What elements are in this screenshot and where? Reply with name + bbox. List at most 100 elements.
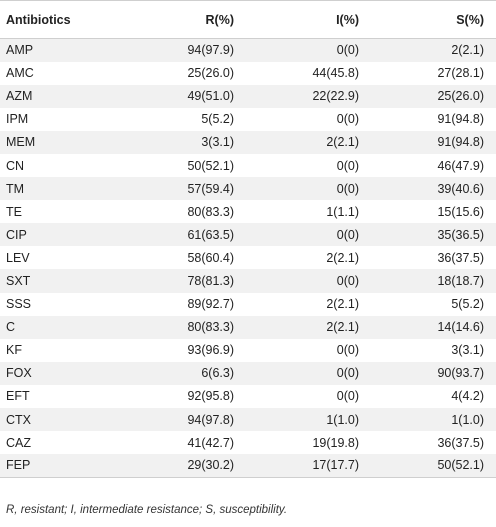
table-row: LEV 58(60.4) 2(2.1) 36(37.5)	[0, 246, 496, 270]
header-row: Antibiotics R(%) I(%) S(%)	[0, 0, 496, 39]
antibiotic-resistance-table-container: Antibiotics R(%) I(%) S(%) AMP 94(97.9) 0(…	[0, 0, 496, 478]
resistant-cell: 57(59.4)	[130, 177, 246, 201]
susceptible-cell: 5(5.2)	[371, 292, 496, 316]
susceptible-cell: 39(40.6)	[371, 177, 496, 201]
antibiotic-name-cell: AMP	[0, 38, 130, 62]
intermediate-cell: 0(0)	[246, 177, 371, 201]
resistant-cell: 92(95.8)	[130, 384, 246, 408]
antibiotic-name-cell: AZM	[0, 84, 130, 108]
intermediate-cell: 2(2.1)	[246, 315, 371, 339]
antibiotic-resistance-table: Antibiotics R(%) I(%) S(%) AMP 94(97.9) 0(…	[0, 0, 496, 478]
table-row: CAZ 41(42.7) 19(19.8) 36(37.5)	[0, 431, 496, 455]
resistant-cell: 80(83.3)	[130, 315, 246, 339]
intermediate-cell: 19(19.8)	[246, 431, 371, 455]
susceptible-cell: 91(94.8)	[371, 130, 496, 154]
susceptible-cell: 2(2.1)	[371, 38, 496, 62]
susceptible-cell: 27(28.1)	[371, 61, 496, 85]
antibiotic-name-cell: CTX	[0, 408, 130, 432]
resistant-cell: 29(30.2)	[130, 454, 246, 478]
intermediate-cell: 2(2.1)	[246, 130, 371, 154]
table-row: CN 50(52.1) 0(0) 46(47.9)	[0, 153, 496, 178]
intermediate-cell: 1(1.0)	[246, 408, 371, 432]
intermediate-cell: 0(0)	[246, 223, 371, 247]
resistant-cell: 94(97.9)	[130, 38, 246, 62]
table-row: KF 93(96.9) 0(0) 3(3.1)	[0, 338, 496, 362]
header-antibiotics: Antibiotics	[0, 0, 130, 39]
resistant-cell: 93(96.9)	[130, 338, 246, 362]
intermediate-cell: 0(0)	[246, 361, 371, 385]
susceptible-cell: 25(26.0)	[371, 84, 496, 108]
resistant-cell: 3(3.1)	[130, 130, 246, 154]
resistant-cell: 5(5.2)	[130, 107, 246, 131]
antibiotic-name-cell: KF	[0, 338, 130, 362]
susceptible-cell: 35(36.5)	[371, 223, 496, 247]
table-body: AMP 94(97.9) 0(0) 2(2.1) AMC 25(26.0) 44(45.8)…	[0, 38, 496, 478]
resistant-cell: 50(52.1)	[130, 153, 246, 178]
intermediate-cell: 44(45.8)	[246, 61, 371, 85]
table-row: FEP 29(30.2) 17(17.7) 50(52.1)	[0, 454, 496, 478]
resistant-cell: 41(42.7)	[130, 431, 246, 455]
antibiotic-name-cell: SSS	[0, 292, 130, 316]
header-susceptible: S(%)	[371, 0, 496, 39]
susceptible-cell: 91(94.8)	[371, 107, 496, 131]
intermediate-cell: 0(0)	[246, 338, 371, 362]
table-row: SXT 78(81.3) 0(0) 18(18.7)	[0, 269, 496, 293]
intermediate-cell: 0(0)	[246, 38, 371, 62]
susceptible-cell: 3(3.1)	[371, 338, 496, 362]
antibiotic-name-cell: FEP	[0, 454, 130, 478]
intermediate-cell: 0(0)	[246, 384, 371, 408]
intermediate-cell: 17(17.7)	[246, 454, 371, 478]
table-row: TM 57(59.4) 0(0) 39(40.6)	[0, 177, 496, 201]
header-intermediate: I(%)	[246, 0, 371, 39]
resistant-cell: 6(6.3)	[130, 361, 246, 385]
table-header: Antibiotics R(%) I(%) S(%)	[0, 0, 496, 39]
antibiotic-name-cell: SXT	[0, 269, 130, 293]
intermediate-cell: 22(22.9)	[246, 84, 371, 108]
susceptible-cell: 18(18.7)	[371, 269, 496, 293]
resistant-cell: 61(63.5)	[130, 223, 246, 247]
resistant-cell: 49(51.0)	[130, 84, 246, 108]
table-row: MEM 3(3.1) 2(2.1) 91(94.8)	[0, 130, 496, 154]
intermediate-cell: 0(0)	[246, 153, 371, 178]
table-row: AMP 94(97.9) 0(0) 2(2.1)	[0, 38, 496, 62]
table-row: EFT 92(95.8) 0(0) 4(4.2)	[0, 384, 496, 408]
antibiotic-name-cell: MEM	[0, 130, 130, 154]
antibiotic-name-cell: CAZ	[0, 431, 130, 455]
susceptible-cell: 36(37.5)	[371, 431, 496, 455]
intermediate-cell: 0(0)	[246, 107, 371, 131]
resistant-cell: 25(26.0)	[130, 61, 246, 85]
antibiotic-name-cell: LEV	[0, 246, 130, 270]
table-row: FOX 6(6.3) 0(0) 90(93.7)	[0, 361, 496, 385]
header-resistant: R(%)	[130, 0, 246, 39]
table-row: CTX 94(97.8) 1(1.0) 1(1.0)	[0, 408, 496, 432]
susceptible-cell: 90(93.7)	[371, 361, 496, 385]
antibiotic-name-cell: EFT	[0, 384, 130, 408]
table-row: IPM 5(5.2) 0(0) 91(94.8)	[0, 107, 496, 131]
table-row: TE 80(83.3) 1(1.1) 15(15.6)	[0, 200, 496, 224]
antibiotic-name-cell: CN	[0, 153, 130, 178]
susceptible-cell: 14(14.6)	[371, 315, 496, 339]
antibiotic-name-cell: C	[0, 315, 130, 339]
intermediate-cell: 2(2.1)	[246, 246, 371, 270]
intermediate-cell: 2(2.1)	[246, 292, 371, 316]
susceptible-cell: 15(15.6)	[371, 200, 496, 224]
resistant-cell: 89(92.7)	[130, 292, 246, 316]
antibiotic-name-cell: IPM	[0, 107, 130, 131]
antibiotic-name-cell: FOX	[0, 361, 130, 385]
antibiotic-name-cell: CIP	[0, 223, 130, 247]
table-row: AMC 25(26.0) 44(45.8) 27(28.1)	[0, 61, 496, 85]
intermediate-cell: 0(0)	[246, 269, 371, 293]
antibiotic-name-cell: AMC	[0, 61, 130, 85]
table-row: SSS 89(92.7) 2(2.1) 5(5.2)	[0, 292, 496, 316]
susceptible-cell: 36(37.5)	[371, 246, 496, 270]
susceptible-cell: 4(4.2)	[371, 384, 496, 408]
antibiotic-name-cell: TE	[0, 200, 130, 224]
susceptible-cell: 46(47.9)	[371, 153, 496, 178]
antibiotic-name-cell: TM	[0, 177, 130, 201]
resistant-cell: 58(60.4)	[130, 246, 246, 270]
intermediate-cell: 1(1.1)	[246, 200, 371, 224]
table-footnote: R, resistant; I, intermediate resistance…	[6, 504, 288, 516]
susceptible-cell: 50(52.1)	[371, 454, 496, 478]
table-row: CIP 61(63.5) 0(0) 35(36.5)	[0, 223, 496, 247]
table-row: AZM 49(51.0) 22(22.9) 25(26.0)	[0, 84, 496, 108]
